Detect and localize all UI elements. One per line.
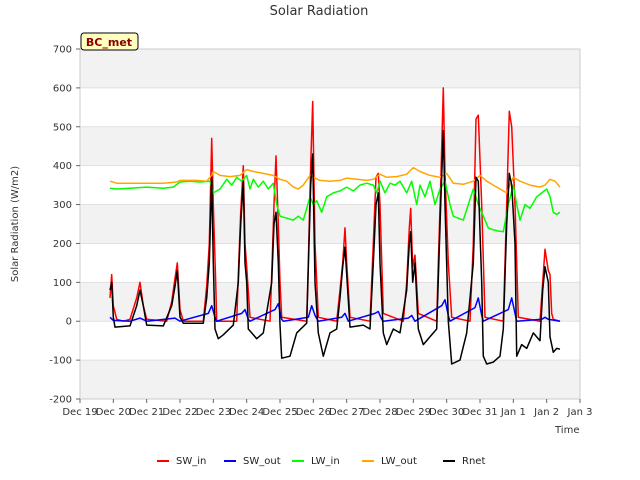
legend: SW_in SW_out LW_in LW_out Rnet — [157, 456, 485, 467]
grid-band — [80, 321, 580, 361]
y-axis-title: Solar Radiation (W/m2) — [10, 166, 21, 282]
x-tick-label: Dec 19 — [62, 407, 97, 418]
x-tick-label: Dec 31 — [462, 407, 497, 418]
x-tick-label: Dec 27 — [329, 407, 364, 418]
y-axis-ticks: -200 -100 0 100 200 300 400 500 600 700 — [49, 45, 80, 406]
y-tick-label: 100 — [53, 278, 72, 289]
x-tick-label: Jan 3 — [567, 407, 593, 418]
dataset-badge: BC_met — [80, 32, 139, 51]
grid-band — [80, 165, 580, 205]
x-tick-label: Dec 21 — [129, 407, 164, 418]
x-tick-label: Dec 29 — [396, 407, 431, 418]
y-tick-label: 300 — [53, 200, 72, 211]
badge-box — [80, 32, 139, 51]
y-tick-label: 500 — [53, 122, 72, 133]
y-tick-label: 600 — [53, 83, 72, 94]
series-line-lw-out — [109, 166, 561, 194]
y-tick-label: 400 — [53, 161, 72, 172]
x-tick-label: Jan 2 — [533, 407, 559, 418]
series-line-rnet — [109, 129, 561, 365]
x-tick-label: Dec 24 — [229, 407, 264, 418]
plot-background — [80, 49, 580, 399]
y-tick-label: -200 — [49, 395, 72, 406]
legend-label: SW_in — [176, 456, 206, 467]
grid-band — [80, 126, 580, 166]
x-tick-label: Dec 26 — [296, 407, 331, 418]
chart-title: Solar Radiation — [270, 4, 369, 19]
y-tick-label: 200 — [53, 239, 72, 250]
series-line-sw-out — [109, 297, 561, 322]
y-tick-label: 0 — [66, 317, 72, 328]
x-tick-label: Dec 22 — [162, 407, 197, 418]
grid-band — [80, 87, 580, 127]
x-axis-title: Time — [554, 425, 579, 436]
legend-label: LW_in — [311, 456, 340, 467]
y-tick-label: 700 — [53, 45, 72, 56]
series-lines — [109, 87, 561, 365]
x-tick-label: Jan 1 — [500, 407, 526, 418]
series-line-lw-in — [109, 174, 561, 233]
grid-band — [80, 49, 580, 88]
x-tick-label: Dec 20 — [96, 407, 131, 418]
x-tick-label: Dec 28 — [362, 407, 397, 418]
grid-band — [80, 204, 580, 244]
legend-label: Rnet — [462, 456, 485, 467]
x-tick-label: Dec 23 — [196, 407, 231, 418]
legend-label: LW_out — [381, 456, 417, 467]
grid-band — [80, 243, 580, 283]
y-tick-label: -100 — [49, 356, 72, 367]
x-tick-label: Dec 30 — [429, 407, 464, 418]
legend-label: SW_out — [243, 456, 281, 467]
x-tick-label: Dec 25 — [262, 407, 297, 418]
plot-frame — [79, 48, 581, 400]
badge-label: BC_met — [86, 36, 132, 49]
grid-band — [80, 360, 580, 399]
